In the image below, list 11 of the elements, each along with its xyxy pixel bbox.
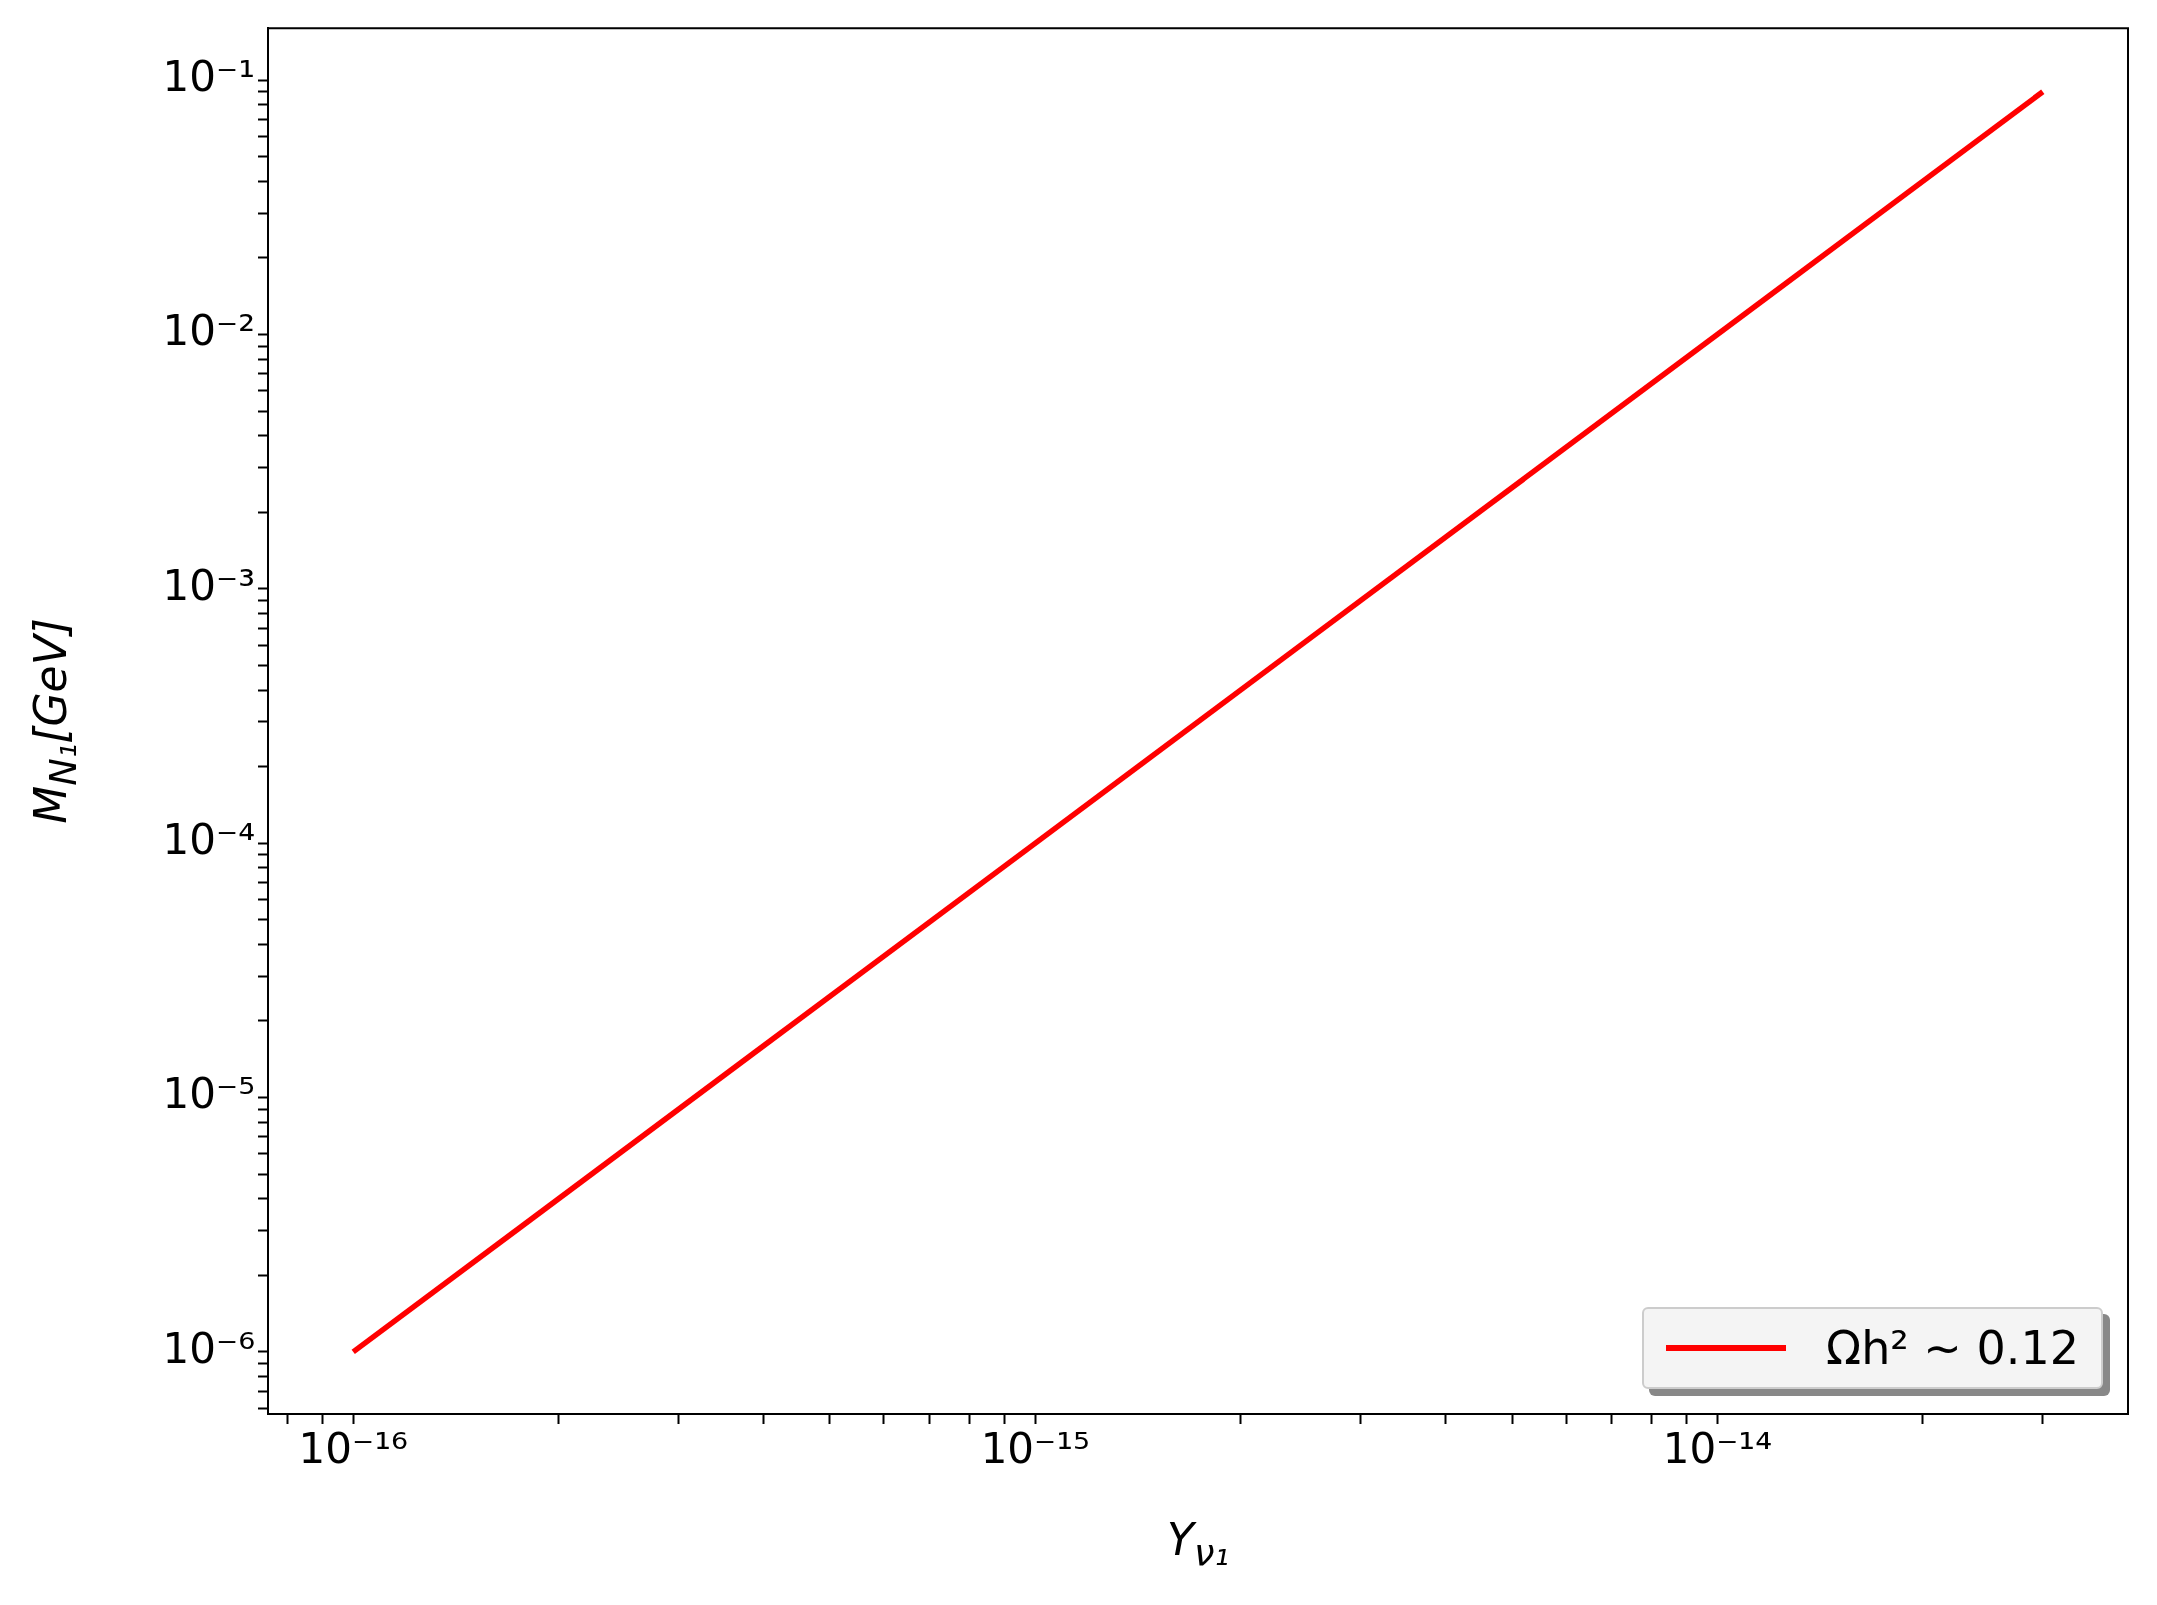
x-axis-title: Y$_{ν₁}$ [1167,1514,1230,1574]
y-tick-label: 10⁻³ [162,560,255,610]
y-tick-label: 10⁻² [162,306,255,356]
legend-label: Ωh² ~ 0.12 [1826,1321,2079,1375]
y-tick-label: 10⁻⁴ [162,815,255,865]
x-tick-label: 10⁻¹⁵ [980,1424,1090,1474]
x-tick-label: 10⁻¹⁴ [1662,1424,1772,1474]
y-tick-label: 10⁻⁶ [162,1323,255,1373]
x-tick-label: 10⁻¹⁶ [298,1424,408,1474]
y-tick-label: 10⁻⁵ [162,1069,255,1119]
y-tick-label: 10⁻¹ [162,52,255,102]
